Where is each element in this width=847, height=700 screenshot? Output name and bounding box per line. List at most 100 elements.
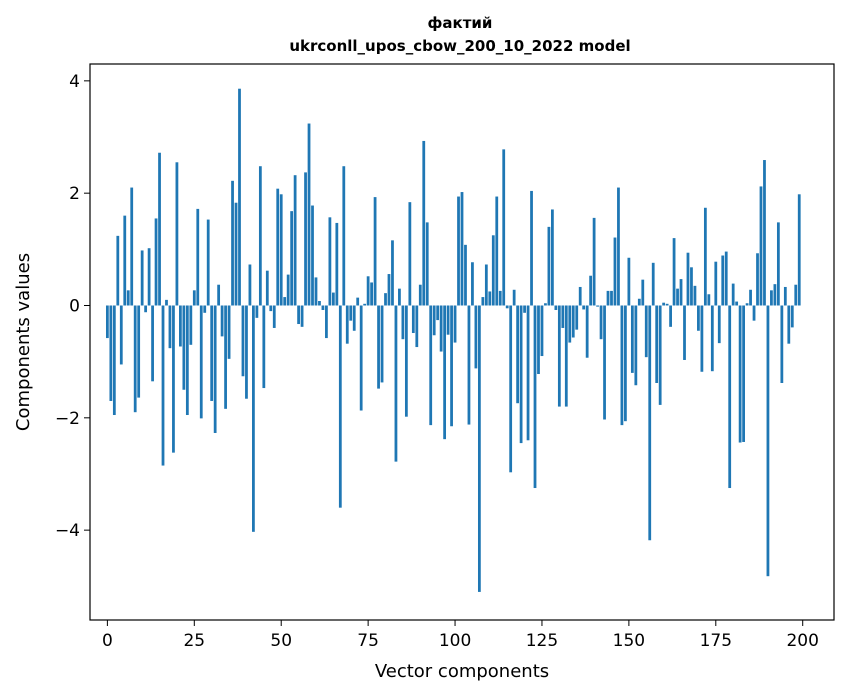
bar (179, 305, 182, 347)
bar (766, 305, 770, 577)
bar (109, 305, 113, 401)
bar (311, 205, 314, 306)
bar (126, 290, 130, 306)
bar (669, 305, 672, 327)
bar (227, 305, 231, 359)
bar (717, 305, 721, 344)
bar (161, 305, 165, 466)
bar (112, 305, 116, 416)
bar (335, 222, 339, 306)
bar (523, 305, 526, 313)
bar (404, 305, 408, 417)
bar (557, 305, 561, 407)
bar (321, 305, 325, 310)
bar (258, 166, 262, 306)
x-tick-label: 150 (613, 631, 645, 651)
bar (116, 235, 120, 306)
bar (175, 162, 179, 306)
bar (686, 252, 690, 306)
x-tick-label: 25 (183, 631, 205, 651)
bar (192, 290, 196, 306)
bar (498, 290, 502, 306)
bar (724, 251, 728, 306)
bar (683, 305, 686, 360)
bar (377, 305, 380, 389)
bar (658, 305, 662, 405)
bar (790, 305, 794, 328)
bar (738, 305, 742, 443)
bar (540, 305, 544, 357)
bar (676, 288, 679, 306)
bar (172, 305, 175, 453)
bar (582, 305, 586, 310)
y-tick-label: −4 (55, 521, 80, 541)
bar (662, 302, 666, 306)
bar (519, 305, 523, 444)
y-tick-label: −2 (55, 409, 80, 429)
bar (603, 305, 606, 420)
bar (165, 299, 168, 306)
bar (248, 264, 252, 306)
x-tick-label: 0 (102, 631, 113, 651)
bar (185, 305, 189, 416)
bar (443, 305, 447, 440)
bar (325, 305, 328, 339)
chart-title-line-2: ukrconll_upos_cbow_200_10_2022 model (289, 37, 630, 55)
bar (252, 305, 255, 532)
bar (384, 293, 387, 306)
bar (220, 305, 224, 337)
bar (446, 305, 450, 335)
bar (293, 175, 297, 306)
bar (471, 262, 474, 306)
bar (436, 305, 440, 321)
bar (703, 207, 707, 306)
bar (690, 267, 693, 306)
bar (537, 305, 540, 375)
bar (307, 123, 311, 306)
bar (606, 290, 610, 306)
bar (425, 222, 429, 306)
bar (290, 211, 294, 306)
bar (147, 248, 151, 306)
bar (742, 305, 745, 442)
bar (359, 305, 363, 411)
bar (481, 297, 485, 306)
bar (158, 152, 161, 306)
y-tick-label: 0 (69, 296, 80, 316)
bar (255, 305, 259, 318)
bar (710, 305, 714, 372)
bar (707, 294, 711, 306)
bar (735, 301, 739, 306)
bar (780, 305, 784, 383)
bar (596, 305, 599, 307)
bar (328, 217, 332, 306)
bar (234, 202, 238, 306)
bar (571, 305, 575, 338)
bar (432, 305, 436, 336)
bar (394, 305, 398, 462)
bar (453, 305, 457, 343)
bar (206, 219, 210, 306)
bar (137, 305, 141, 398)
bar (380, 305, 384, 383)
bar (460, 192, 464, 306)
bar (391, 240, 394, 306)
bar (189, 305, 193, 345)
bar (697, 305, 700, 331)
bar (300, 305, 304, 327)
bar (759, 186, 763, 306)
bar (398, 288, 401, 306)
bar (568, 305, 572, 343)
bar (544, 303, 547, 306)
bar (213, 305, 217, 433)
bar (554, 305, 558, 310)
bar (457, 196, 460, 306)
bar (749, 289, 752, 306)
chart-title-line-1: фактий (428, 14, 493, 32)
bar (651, 262, 655, 306)
bar (512, 289, 516, 306)
bar (526, 305, 530, 441)
bar (474, 305, 478, 369)
